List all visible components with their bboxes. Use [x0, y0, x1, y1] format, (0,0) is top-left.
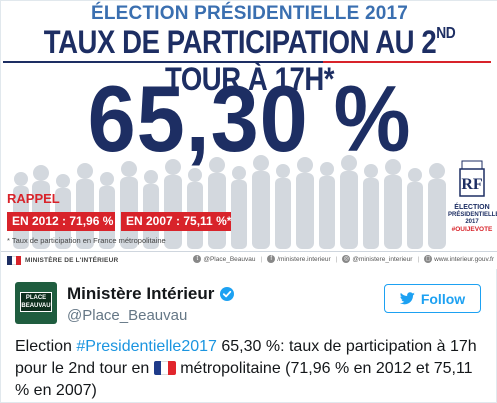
social-web: ◻ www.interieur.gouv.fr [424, 255, 494, 263]
user-handle[interactable]: @Place_Beauvau [67, 307, 188, 324]
logo-hashtag: #OUIJEVOTE [451, 226, 493, 233]
tweet-text-part-2: 65,30 %: taux de participation à 17h pou… [15, 338, 477, 377]
title-part-1: TAUX DE PARTICIPATION AU 2 [43, 24, 437, 60]
facebook-icon: f [267, 255, 276, 263]
follow-button[interactable]: Follow [384, 284, 481, 313]
infographic-footer-band: MINISTÈRE DE L'INTÉRIEUR t @Place_Beauvau… [1, 251, 497, 269]
hashtag-link[interactable]: #Presidentielle2017 [76, 338, 217, 355]
title-asterisk: * [323, 61, 335, 97]
display-name-text[interactable]: Ministère Intérieur [67, 284, 215, 303]
avatar-text-2: BEAUVAU [21, 303, 51, 309]
twitter-icon: t [193, 255, 202, 263]
instagram-icon: ◎ [342, 255, 351, 263]
twitter-bird-icon [399, 292, 415, 305]
social-instagram: ◎ @ministere_interieur [342, 255, 412, 263]
social-instagram-text: @ministere_interieur [352, 255, 413, 263]
social-twitter-text: @Place_Beauvau [203, 255, 256, 263]
avatar-text-1: PLACE [25, 295, 47, 301]
ministere-label: MINISTÈRE DE L'INTÉRIEUR [25, 257, 119, 264]
previous-rate-2007: EN 2007 : 75,11 %* [121, 212, 231, 231]
logo-line-1: ÉLECTION [454, 204, 490, 211]
tweet-text-part-1: Election [15, 338, 77, 355]
social-facebook-text: /ministere.interieur [277, 255, 331, 263]
social-facebook: f/ministere.interieur [267, 255, 331, 263]
rf-mark: RF [461, 176, 483, 193]
social-links: t @Place_Beauvau | f/ministere.interieur … [193, 255, 494, 263]
title-underline-blue [3, 61, 323, 63]
ministere-logo: MINISTÈRE DE L'INTÉRIEUR [7, 256, 118, 265]
participation-rate: 65,30 % [87, 66, 412, 171]
crowd-silhouette-illustration [13, 155, 446, 249]
social-twitter: t @Place_Beauvau [193, 255, 255, 263]
infographic-subtitle: ÉLECTION PRÉSIDENTIELLE 2017 [90, 3, 409, 24]
title-superscript: ND [436, 25, 456, 42]
tweet-text-part-3: métropolitaine (71,96 % en 2012 et 75,11… [15, 360, 473, 399]
previous-rate-2012: EN 2012 : 71,96 % [7, 212, 115, 231]
title-underline-red [323, 61, 491, 63]
republique-flag-icon [7, 256, 22, 265]
logo-line-2: PRÉSIDENTIELLE 2017 [448, 212, 497, 225]
tweet-text: Election #Presidentielle2017 65,30 %: ta… [15, 336, 485, 402]
social-web-text: www.interieur.gouv.fr [434, 255, 494, 263]
infographic-title: TAUX DE PARTICIPATION AU 2ND TOUR À 17H* [36, 24, 463, 98]
display-name[interactable]: Ministère Intérieur [67, 284, 235, 304]
avatar-plate: PLACE BEAUVAU [20, 292, 52, 312]
ballot-box-icon: RF [459, 160, 485, 197]
avatar[interactable]: PLACE BEAUVAU [15, 282, 57, 324]
previous-rate-asterisk: * [226, 214, 232, 228]
web-icon: ◻ [424, 255, 433, 263]
previous-rate-2007-text: EN 2007 : 75,11 % [126, 214, 227, 228]
verified-badge-icon [220, 287, 235, 301]
rappel-label: RAPPEL [7, 191, 60, 206]
infographic-image[interactable]: ÉLECTION PRÉSIDENTIELLE 2017 TAUX DE PAR… [1, 1, 497, 269]
france-flag-icon [153, 361, 176, 375]
title-part-2: TOUR À 17H [164, 61, 324, 97]
footnote: * Taux de participation en France métrop… [7, 236, 166, 245]
election-logo: RF ÉLECTION PRÉSIDENTIELLE 2017 #OUIJEVO… [448, 159, 497, 234]
follow-label: Follow [420, 290, 466, 307]
